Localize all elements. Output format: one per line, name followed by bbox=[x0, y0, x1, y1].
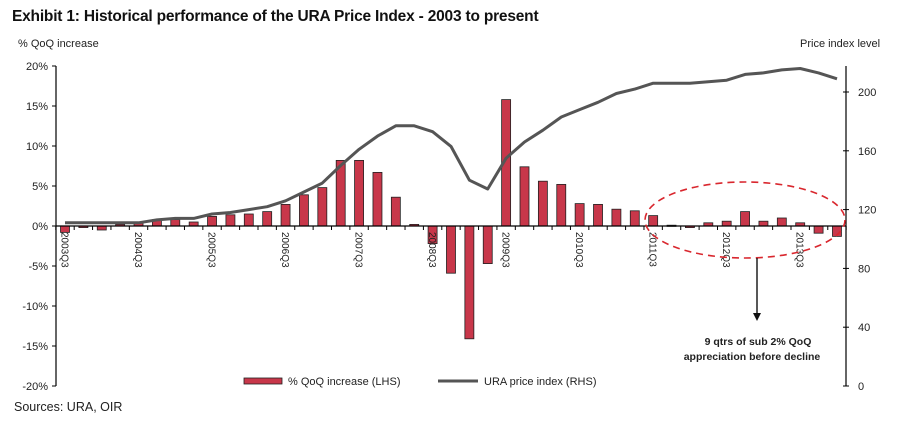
x-tick-label: 2007Q3 bbox=[353, 232, 364, 268]
left-tick-label: 0% bbox=[32, 221, 48, 233]
x-tick-label: 2004Q3 bbox=[132, 232, 143, 268]
arrow-head-icon bbox=[753, 313, 761, 321]
left-tick-label: 10% bbox=[26, 141, 48, 153]
bar-2010Q3 bbox=[574, 203, 585, 227]
bar-2006Q2 bbox=[262, 211, 273, 227]
bar-2005Q3 bbox=[207, 215, 217, 227]
annotation: 9 qtrs of sub 2% QoQ appreciation before… bbox=[644, 181, 846, 363]
axes: -20% -15% -10% -5% 0% 5% 10% 15% 20% 0 40 80 120 160 2… bbox=[22, 61, 876, 393]
line-series bbox=[65, 67, 838, 225]
x-tick-label: 2008Q3 bbox=[426, 232, 437, 268]
legend-bar-swatch bbox=[243, 377, 283, 385]
annotation-text-line1: 9 qtrs of sub 2% QoQ bbox=[705, 336, 812, 348]
legend-bar-label: % QoQ increase (LHS) bbox=[288, 376, 400, 388]
bar-2013Q1 bbox=[758, 220, 769, 227]
bar-2011Q3 bbox=[648, 215, 659, 227]
bar-2007Q1 bbox=[317, 187, 328, 227]
x-tick-label: 2011Q3 bbox=[647, 232, 658, 267]
bar-2006Q3 bbox=[280, 203, 291, 227]
annotation-text-line2: appreciation before decline bbox=[684, 351, 821, 363]
x-tick-labels: 2003Q3 2004Q3 2005Q3 2006Q3 2007Q3 2008Q3 2009… bbox=[59, 232, 805, 268]
left-axis-title: % QoQ increase bbox=[18, 38, 99, 50]
bar-2005Q4 bbox=[225, 214, 236, 227]
highlight-ellipse bbox=[644, 181, 846, 259]
x-tick-label: 2006Q3 bbox=[279, 232, 290, 268]
left-tick-label: -15% bbox=[22, 341, 48, 353]
bar-2007Q4 bbox=[372, 171, 383, 227]
left-tick-label: -20% bbox=[22, 381, 48, 393]
bar-2013Q4 bbox=[813, 225, 824, 234]
bar-2012Q3 bbox=[721, 220, 732, 227]
legend: % QoQ increase (LHS) URA price index (RH… bbox=[243, 376, 596, 388]
bar-2007Q3 bbox=[354, 159, 364, 227]
bar-2010Q1 bbox=[537, 180, 548, 227]
bar-2010Q4 bbox=[593, 203, 603, 227]
x-tick-label: 2012Q3 bbox=[720, 232, 731, 268]
bar-2009Q2 bbox=[482, 225, 493, 264]
sources-note: Sources: URA, OIR bbox=[14, 400, 123, 414]
left-tick-label: -10% bbox=[22, 301, 48, 313]
bar-2009Q1 bbox=[464, 225, 475, 340]
left-tick-label: 5% bbox=[32, 181, 48, 193]
bar-2008Q4 bbox=[446, 225, 456, 274]
right-axis-title: Price index level bbox=[800, 38, 881, 50]
bar-2010Q2 bbox=[556, 183, 567, 227]
bar-2005Q1 bbox=[170, 219, 181, 227]
bar-2006Q1 bbox=[243, 213, 254, 227]
price-index-line bbox=[65, 67, 838, 225]
left-tick-label: 20% bbox=[26, 61, 48, 73]
x-tick-label: 2005Q3 bbox=[206, 232, 217, 268]
chart-title: Exhibit 1: Historical performance of the… bbox=[12, 8, 539, 25]
x-tick-label: 2013Q3 bbox=[794, 232, 805, 268]
bar-2012Q4 bbox=[740, 211, 750, 227]
right-tick-label: 200 bbox=[858, 87, 876, 99]
bar-2008Q1 bbox=[390, 196, 401, 227]
right-tick-label: 40 bbox=[858, 322, 870, 334]
bar-2013Q2 bbox=[776, 217, 787, 227]
legend-line-label: URA price index (RHS) bbox=[484, 376, 596, 388]
right-tick-label: 0 bbox=[858, 381, 864, 393]
bar-2011Q2 bbox=[629, 210, 640, 227]
x-tick-label: 2003Q3 bbox=[59, 232, 70, 268]
left-tick-label: 15% bbox=[26, 101, 48, 113]
x-tick-label: 2009Q3 bbox=[500, 232, 511, 268]
left-tick-label: -5% bbox=[28, 261, 48, 273]
bar-2004Q1 bbox=[96, 225, 107, 231]
x-tick-label: 2010Q3 bbox=[573, 232, 584, 268]
right-tick-label: 80 bbox=[858, 263, 870, 275]
bar-2011Q1 bbox=[611, 208, 622, 227]
right-tick-label: 120 bbox=[858, 205, 876, 217]
bar-2009Q4 bbox=[519, 166, 530, 227]
bar-2006Q4 bbox=[299, 194, 309, 227]
right-tick-label: 160 bbox=[858, 146, 876, 158]
bar-series bbox=[60, 99, 842, 340]
